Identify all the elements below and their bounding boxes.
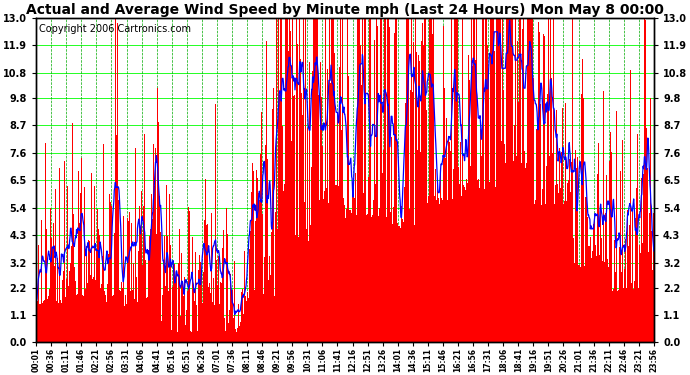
Title: Actual and Average Wind Speed by Minute mph (Last 24 Hours) Mon May 8 00:00: Actual and Average Wind Speed by Minute … <box>26 3 664 17</box>
Text: Copyright 2006 Cartronics.com: Copyright 2006 Cartronics.com <box>39 24 191 34</box>
